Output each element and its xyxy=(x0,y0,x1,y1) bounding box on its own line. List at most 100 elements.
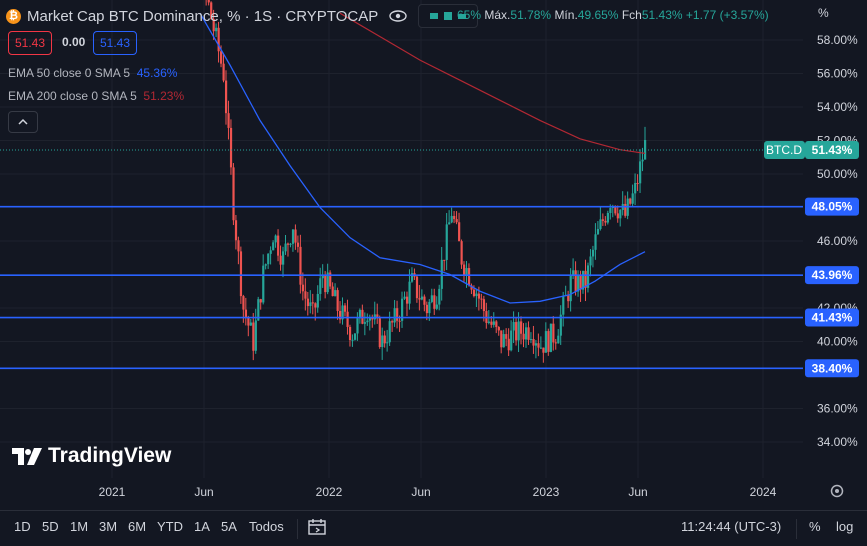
candle-body xyxy=(582,270,585,290)
candle-body xyxy=(398,320,401,322)
time-tick-label: 2024 xyxy=(750,485,777,499)
candle-body xyxy=(420,296,424,300)
goto-settings-icon[interactable] xyxy=(830,484,844,498)
date-range-icon[interactable] xyxy=(308,518,328,541)
eye-icon[interactable] xyxy=(384,5,412,27)
candle-body xyxy=(601,219,605,221)
candle-body xyxy=(584,270,587,288)
candle-body xyxy=(524,327,528,340)
range-1d[interactable]: 1D xyxy=(14,519,31,534)
candle-body xyxy=(229,127,233,168)
candle-body xyxy=(544,331,548,353)
candle-body xyxy=(304,291,307,299)
candle-body xyxy=(609,208,612,214)
candle-body xyxy=(396,308,399,321)
candle-body xyxy=(371,317,374,320)
range-1m[interactable]: 1M xyxy=(70,519,89,534)
candle-body xyxy=(368,317,371,321)
candle-body xyxy=(554,342,557,344)
range-6m[interactable]: 6M xyxy=(128,519,147,534)
candle-body xyxy=(217,27,220,52)
candle-body xyxy=(624,203,627,216)
toolbar-divider xyxy=(796,519,797,539)
candle-body xyxy=(552,323,555,343)
candle-body xyxy=(591,249,595,257)
horizontal-lines[interactable] xyxy=(0,205,803,370)
indicator-mini-bars-icon[interactable] xyxy=(418,4,479,28)
candle-body xyxy=(537,343,540,348)
candle-body xyxy=(391,321,394,323)
symbol-title[interactable]: Market Cap BTC Dominance, % · 1S · CRYPT… xyxy=(27,7,379,25)
range-3m[interactable]: 3M xyxy=(99,519,118,534)
candle-body xyxy=(482,299,486,312)
sell-price-button[interactable]: 51.43 xyxy=(8,31,53,55)
candle-body xyxy=(356,318,359,334)
ema50-value: 45.36% xyxy=(136,66,178,80)
candle-body xyxy=(629,198,632,204)
candle-body xyxy=(408,281,411,304)
candle-body xyxy=(299,246,302,285)
price-tick-label: 50.00% xyxy=(817,167,858,181)
price-tick-label: 34.00% xyxy=(817,435,858,449)
candle-body xyxy=(324,276,327,293)
range-ytd[interactable]: YTD xyxy=(157,519,183,534)
candle-body xyxy=(599,219,602,230)
price-axis[interactable] xyxy=(803,0,867,510)
candle-body xyxy=(334,290,337,297)
log-scale-toggle[interactable]: log xyxy=(836,519,854,534)
symbol-header[interactable]: ₿ Market Cap BTC Dominance, % · 1S · CRY… xyxy=(6,4,479,28)
candle-body xyxy=(604,220,607,223)
candle-body xyxy=(405,296,409,304)
candle-body xyxy=(331,286,334,297)
candle-body xyxy=(596,229,600,235)
candle-body xyxy=(282,251,285,265)
candle-body xyxy=(465,268,468,276)
candle-body xyxy=(341,305,344,320)
candle-body xyxy=(227,113,230,128)
candle-body xyxy=(534,343,538,346)
clock-timezone[interactable]: 11:24:44 (UTC-3) xyxy=(681,519,782,534)
candle-body xyxy=(438,288,441,305)
price-chart[interactable]: 58.00%56.00%54.00%52.00%50.00%46.00%42.0… xyxy=(0,0,867,510)
candle-body xyxy=(346,311,349,327)
candle-body xyxy=(239,251,243,297)
time-tick-label: Jun xyxy=(628,485,647,499)
candle-body xyxy=(527,327,530,340)
candle-body xyxy=(264,264,267,266)
candle-body xyxy=(522,333,525,340)
candle-body xyxy=(252,322,255,351)
candle-body xyxy=(606,213,610,223)
candle-body xyxy=(450,215,453,223)
candlestick-series xyxy=(205,0,647,363)
symbol-tag: BTC.D xyxy=(766,143,802,157)
percent-scale-toggle[interactable]: % xyxy=(809,519,821,534)
candle-body xyxy=(358,309,362,319)
candle-body xyxy=(435,304,438,309)
candle-body xyxy=(289,243,292,245)
candle-body xyxy=(472,289,476,297)
candle-body xyxy=(507,338,510,351)
candle-body xyxy=(567,295,570,302)
candle-body xyxy=(502,334,505,348)
candle-body xyxy=(539,347,543,349)
candle-body xyxy=(329,272,332,287)
range-5d[interactable]: 5D xyxy=(42,519,59,534)
candle-body xyxy=(445,224,448,260)
ema200-value: 51.23% xyxy=(143,89,185,103)
ema200-legend[interactable]: EMA 200 close 0 SMA 5 51.23% xyxy=(8,89,185,103)
candle-body xyxy=(381,335,384,348)
collapse-legend-button[interactable] xyxy=(8,111,38,133)
candle-body xyxy=(262,265,265,303)
candle-body xyxy=(619,210,622,219)
range-1a[interactable]: 1A xyxy=(194,519,210,534)
candle-body xyxy=(244,309,248,318)
tradingview-watermark: TradingView xyxy=(12,444,171,468)
range-todos[interactable]: Todos xyxy=(249,519,284,534)
ema50-legend[interactable]: EMA 50 close 0 SMA 5 45.36% xyxy=(8,66,178,80)
candle-body xyxy=(386,342,389,344)
chevron-up-icon xyxy=(18,118,28,125)
candle-body xyxy=(510,330,513,351)
buy-price-button[interactable]: 51.43 xyxy=(93,31,138,55)
time-tick-label: 2021 xyxy=(99,485,126,499)
range-5a[interactable]: 5A xyxy=(221,519,237,534)
